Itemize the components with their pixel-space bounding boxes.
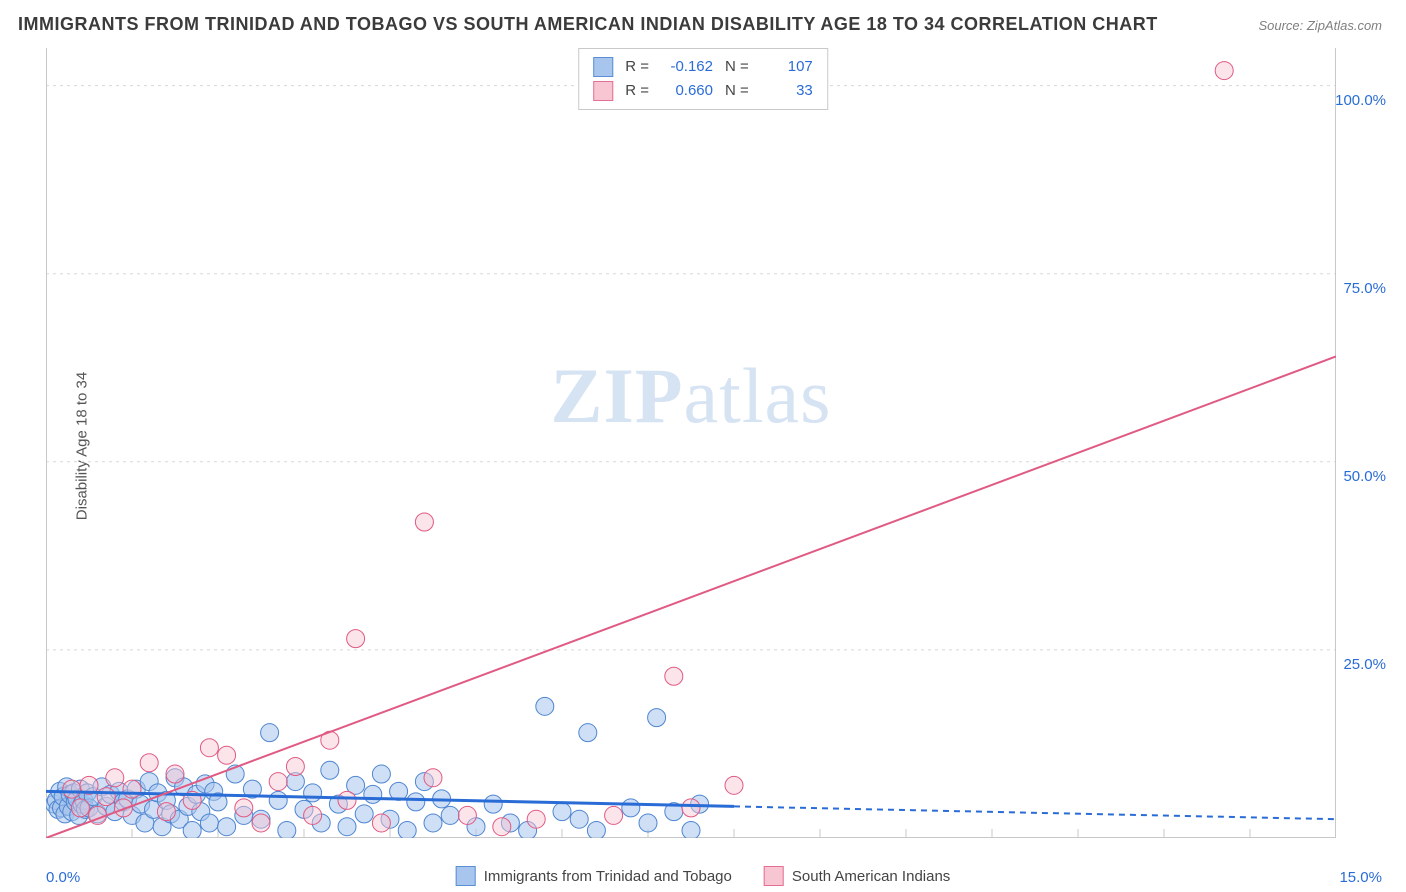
legend-item: South American Indians <box>764 866 950 886</box>
y-tick-label: 100.0% <box>1335 92 1386 109</box>
legend-series-label: South American Indians <box>792 868 950 885</box>
legend-swatch-blue <box>456 866 476 886</box>
legend-swatch-blue <box>593 57 613 77</box>
legend-n-value: 107 <box>761 55 813 79</box>
legend-correlations: R = -0.162 N = 107 R = 0.660 N = 33 <box>578 48 828 110</box>
legend-n-label: N = <box>725 79 749 103</box>
axis-origin-label: 0.0% <box>46 869 80 886</box>
axis-xmax-label: 15.0% <box>1339 869 1382 886</box>
y-tick-label: 25.0% <box>1343 656 1386 673</box>
source-attribution: Source: ZipAtlas.com <box>1258 18 1382 33</box>
legend-r-value: 0.660 <box>661 79 713 103</box>
scatter-chart-svg <box>46 48 1336 838</box>
legend-series-label: Immigrants from Trinidad and Tobago <box>484 868 732 885</box>
legend-swatch-pink <box>593 81 613 101</box>
legend-row: R = 0.660 N = 33 <box>593 79 813 103</box>
legend-series: Immigrants from Trinidad and Tobago Sout… <box>456 866 951 886</box>
legend-r-label: R = <box>625 55 649 79</box>
legend-n-label: N = <box>725 55 749 79</box>
legend-n-value: 33 <box>761 79 813 103</box>
plot-area: ZIPatlas <box>46 48 1336 838</box>
legend-swatch-pink <box>764 866 784 886</box>
y-tick-label: 75.0% <box>1343 280 1386 297</box>
y-tick-label: 50.0% <box>1343 468 1386 485</box>
legend-r-value: -0.162 <box>661 55 713 79</box>
legend-row: R = -0.162 N = 107 <box>593 55 813 79</box>
legend-r-label: R = <box>625 79 649 103</box>
legend-item: Immigrants from Trinidad and Tobago <box>456 866 732 886</box>
chart-title: IMMIGRANTS FROM TRINIDAD AND TOBAGO VS S… <box>18 14 1158 35</box>
